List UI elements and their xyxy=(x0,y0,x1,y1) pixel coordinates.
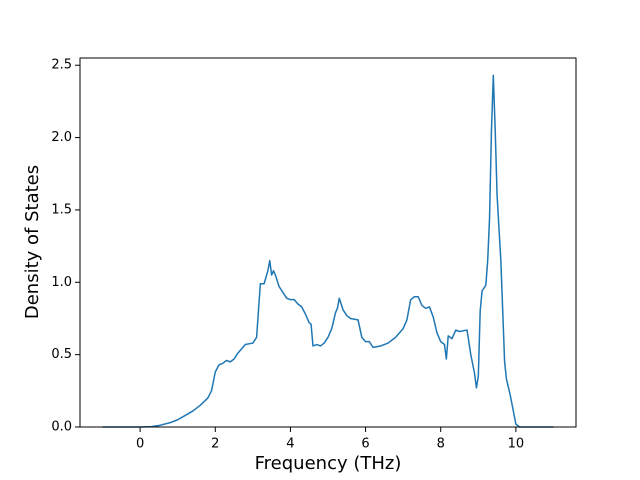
y-tick-label: 1.5 xyxy=(51,202,72,217)
y-tick-label: 2.5 xyxy=(51,58,72,73)
x-tick-label: 2 xyxy=(211,437,219,452)
y-axis-label: Density of States xyxy=(22,165,43,319)
y-tick-label: 2.0 xyxy=(51,130,72,145)
x-tick-label: 8 xyxy=(437,437,445,452)
x-tick-label: 6 xyxy=(361,437,369,452)
x-tick-label: 0 xyxy=(136,437,144,452)
y-tick-label: 0.5 xyxy=(51,347,72,362)
plot-frame xyxy=(79,57,577,428)
x-tick-label: 10 xyxy=(508,437,525,452)
x-tick-label: 4 xyxy=(286,437,294,452)
y-tick-label: 1.0 xyxy=(51,275,72,290)
data-line xyxy=(102,74,554,428)
y-tick-label: 0.0 xyxy=(51,420,72,435)
x-axis-label: Frequency (THz) xyxy=(255,453,402,474)
